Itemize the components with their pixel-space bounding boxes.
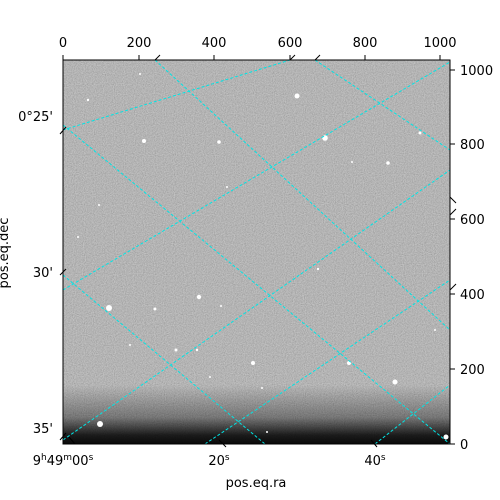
dark-bottom-band — [63, 385, 450, 444]
star-point — [266, 431, 268, 433]
star-point — [392, 379, 398, 385]
star-point — [226, 186, 228, 188]
top-tick-label: 0 — [59, 36, 67, 51]
star-point — [434, 329, 436, 331]
left-tick-label: 35' — [33, 422, 53, 437]
right-axis: 0 200 400 600 800 1000 — [460, 64, 493, 453]
bottom-tick-label: 9h49m00s — [33, 453, 94, 469]
top-axis: 0 200 400 600 800 1000 — [59, 36, 457, 51]
top-tick-label: 200 — [127, 36, 152, 51]
grid-line — [314, 60, 450, 151]
y-axis-label: pos.eq.dec — [0, 218, 12, 289]
star-point — [98, 204, 100, 206]
star-point — [322, 135, 328, 141]
right-tick-label: 0 — [460, 438, 468, 453]
grid-line — [63, 274, 266, 444]
star-point — [153, 307, 157, 311]
top-tick-label: 600 — [278, 36, 303, 51]
top-tick-label: 400 — [202, 36, 227, 51]
star-point — [174, 348, 178, 352]
star-point — [261, 387, 263, 389]
axis-tick — [59, 268, 67, 276]
star-point — [418, 131, 422, 135]
star-point — [97, 421, 103, 427]
left-axis: 0°25' 30' 35' — [18, 110, 53, 437]
coordinate-grid — [63, 60, 450, 444]
axis-tick — [449, 283, 457, 291]
grid-line — [374, 384, 450, 444]
star-point — [106, 305, 112, 311]
bottom-tick-label: 40s — [364, 453, 386, 469]
star-point — [196, 294, 202, 300]
bottom-axis: 9h49m00s 20s 40s — [33, 453, 386, 469]
grid-line — [63, 169, 450, 441]
star-point — [294, 93, 300, 99]
plot-frame — [62, 59, 451, 445]
axis-tick — [370, 439, 378, 448]
axis-ticks — [59, 54, 457, 448]
star-point — [77, 236, 79, 238]
sky-image — [63, 60, 450, 444]
star-point — [351, 161, 353, 163]
right-tick-label: 800 — [460, 138, 485, 153]
grid-line — [63, 60, 291, 131]
star-point — [316, 267, 320, 271]
star-point — [139, 73, 141, 75]
star-point — [220, 305, 222, 307]
right-tick-label: 400 — [460, 288, 485, 303]
star-point — [86, 98, 90, 102]
left-tick-label: 0°25' — [18, 110, 53, 125]
axis-tick — [59, 432, 67, 441]
x-axis-label: pos.eq.ra — [226, 476, 287, 491]
top-tick-label: 800 — [353, 36, 378, 51]
axis-tick — [68, 436, 76, 445]
left-tick-label: 30' — [33, 266, 53, 281]
star-point — [209, 376, 211, 378]
axis-tick — [59, 126, 67, 135]
top-tick-label: 1000 — [423, 36, 456, 51]
star-point — [251, 361, 255, 365]
star-point — [195, 348, 199, 352]
right-tick-label: 600 — [460, 213, 485, 228]
bottom-tick-label: 20s — [208, 453, 230, 469]
star-point — [142, 139, 146, 143]
axis-tick — [449, 196, 457, 204]
axis-tick — [289, 54, 296, 61]
right-tick-label: 200 — [460, 363, 485, 378]
axis-tick — [449, 208, 457, 216]
grid-line — [154, 60, 450, 331]
axis-tick — [314, 54, 321, 61]
axis-tick — [218, 439, 227, 448]
grid-line — [204, 279, 450, 444]
axis-tick — [154, 54, 161, 61]
grid-line — [63, 124, 450, 444]
right-tick-label: 1000 — [460, 64, 493, 79]
star-field — [77, 73, 449, 440]
star-point — [129, 344, 131, 346]
star-point — [386, 161, 390, 165]
star-point — [217, 140, 221, 144]
star-point — [443, 434, 449, 440]
